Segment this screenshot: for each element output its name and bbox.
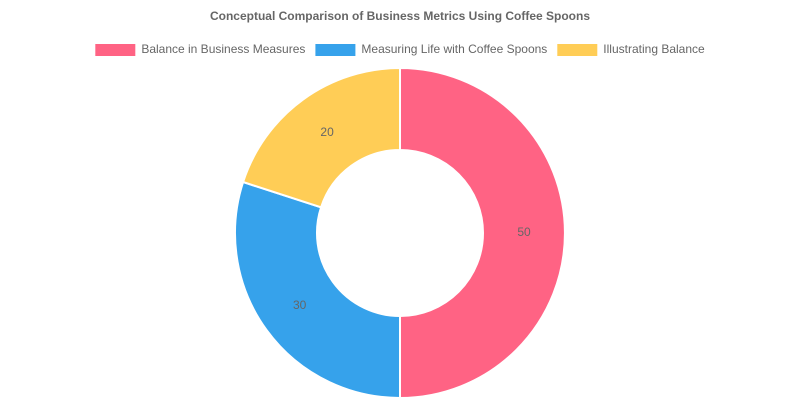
legend-label: Balance in Business Measures [141, 42, 305, 56]
legend-item: Measuring Life with Coffee Spoons [315, 42, 547, 56]
data-label: 50 [517, 225, 531, 239]
legend-item: Balance in Business Measures [95, 42, 305, 56]
legend-swatch [95, 44, 136, 56]
slice [399, 66, 566, 400]
legend-item: Illustrating Balance [557, 42, 705, 56]
legend-swatch [557, 44, 598, 56]
slice [241, 66, 401, 209]
legend-label: Illustrating Balance [603, 42, 705, 56]
chart-title: Conceptual Comparison of Business Metric… [210, 9, 590, 23]
slice [234, 180, 401, 400]
data-label: 20 [320, 125, 334, 139]
legend-swatch [315, 44, 356, 56]
data-label: 30 [293, 298, 307, 312]
legend-label: Measuring Life with Coffee Spoons [361, 42, 547, 56]
